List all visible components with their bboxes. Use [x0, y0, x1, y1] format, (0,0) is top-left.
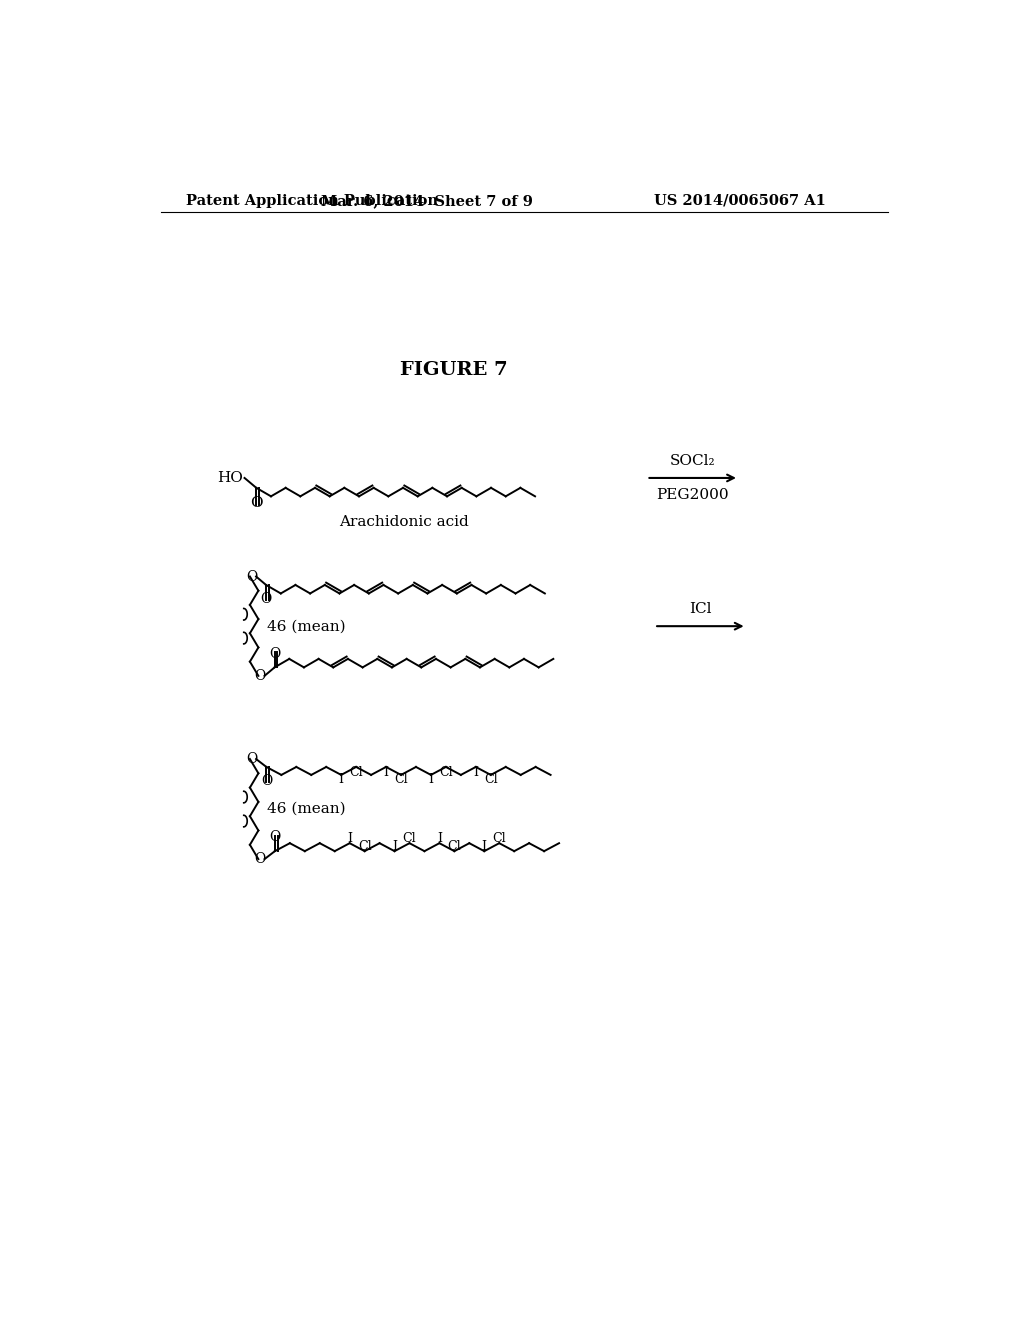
Text: I: I [481, 840, 486, 853]
Text: I: I [473, 766, 478, 779]
Text: ICl: ICl [689, 602, 712, 616]
Text: Cl: Cl [447, 840, 461, 853]
Text: Cl: Cl [357, 840, 372, 853]
Text: 46 (mean): 46 (mean) [267, 803, 345, 816]
Text: FIGURE 7: FIGURE 7 [400, 362, 508, 379]
Text: I: I [392, 840, 397, 853]
Text: Cl: Cl [439, 766, 453, 779]
Text: O: O [269, 830, 281, 845]
Text: I: I [428, 774, 433, 787]
Text: SOCl₂: SOCl₂ [670, 454, 716, 469]
Text: Cl: Cl [493, 832, 506, 845]
Text: I: I [384, 766, 388, 779]
Text: O: O [254, 853, 265, 866]
Text: Cl: Cl [402, 832, 417, 845]
Text: O: O [254, 669, 265, 682]
Text: O: O [246, 752, 257, 766]
Text: O: O [261, 774, 272, 788]
Text: Patent Application Publication: Patent Application Publication [186, 194, 438, 207]
Text: PEG2000: PEG2000 [656, 488, 729, 502]
Text: Cl: Cl [394, 774, 408, 787]
Text: Cl: Cl [484, 774, 498, 787]
Text: O: O [260, 591, 271, 606]
Text: Cl: Cl [349, 766, 362, 779]
Text: Arachidonic acid: Arachidonic acid [339, 515, 469, 529]
Text: US 2014/0065067 A1: US 2014/0065067 A1 [654, 194, 826, 207]
Text: I: I [347, 832, 352, 845]
Text: I: I [339, 774, 344, 787]
Text: O: O [250, 496, 262, 510]
Text: 46 (mean): 46 (mean) [267, 619, 345, 634]
Text: O: O [269, 647, 281, 660]
Text: I: I [437, 832, 442, 845]
Text: O: O [246, 569, 257, 583]
Text: HO: HO [217, 471, 243, 484]
Text: Mar. 6, 2014  Sheet 7 of 9: Mar. 6, 2014 Sheet 7 of 9 [322, 194, 532, 207]
